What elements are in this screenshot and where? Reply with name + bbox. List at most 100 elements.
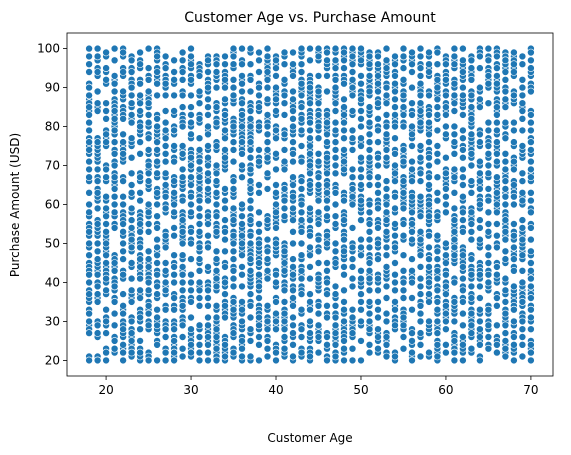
data-point <box>187 118 195 127</box>
data-point <box>408 165 416 174</box>
data-point <box>204 243 212 252</box>
data-point <box>127 216 136 224</box>
data-point <box>408 356 416 365</box>
data-point <box>204 153 212 162</box>
data-point <box>501 309 510 318</box>
data-point <box>306 134 314 142</box>
data-point <box>323 169 331 178</box>
data-point <box>204 56 212 65</box>
data-point <box>255 239 263 248</box>
data-point <box>527 196 535 205</box>
data-point <box>365 266 374 275</box>
data-point <box>433 126 442 135</box>
data-point <box>493 263 501 271</box>
data-point <box>102 192 110 201</box>
data-point <box>476 95 484 104</box>
data-point <box>518 266 527 275</box>
data-point <box>289 107 297 115</box>
data-point <box>272 356 280 365</box>
data-point <box>450 348 459 357</box>
data-point <box>238 344 246 353</box>
data-point <box>374 189 382 197</box>
data-point <box>382 44 391 53</box>
data-point <box>416 91 425 100</box>
data-point <box>195 115 204 123</box>
data-point <box>229 91 238 100</box>
data-point <box>391 298 399 306</box>
data-point <box>408 266 416 275</box>
data-point <box>161 356 170 365</box>
data-point <box>255 259 263 267</box>
data-point <box>102 130 110 139</box>
data-point <box>306 150 314 158</box>
data-point <box>246 153 255 162</box>
data-point <box>289 294 297 302</box>
data-point <box>178 239 187 248</box>
data-point <box>416 142 425 150</box>
data-point <box>127 243 136 252</box>
data-point <box>484 169 493 178</box>
data-point <box>399 91 408 100</box>
data-point <box>459 111 467 119</box>
data-point <box>289 239 297 248</box>
data-point <box>442 130 450 139</box>
data-point <box>136 48 144 57</box>
data-point <box>272 270 280 279</box>
data-point <box>297 126 306 135</box>
data-point <box>425 173 433 181</box>
data-point <box>119 290 127 298</box>
data-point <box>306 317 314 326</box>
data-point <box>170 56 178 65</box>
data-point <box>391 95 399 104</box>
data-point <box>110 282 119 291</box>
data-point <box>85 44 93 53</box>
data-point <box>391 204 399 213</box>
data-point <box>280 317 289 326</box>
data-point <box>119 228 127 236</box>
data-point <box>221 111 229 119</box>
data-point <box>357 317 365 326</box>
data-point <box>331 212 340 220</box>
data-point <box>391 192 399 201</box>
data-point <box>527 325 535 334</box>
data-point <box>391 220 399 228</box>
data-point <box>501 87 510 96</box>
data-point <box>93 177 102 185</box>
data-point <box>357 251 365 259</box>
data-point <box>127 337 136 345</box>
data-point <box>348 356 357 365</box>
data-point <box>221 235 229 244</box>
data-point <box>119 270 127 279</box>
data-point <box>408 329 416 337</box>
data-point <box>314 122 323 131</box>
data-point <box>493 72 501 80</box>
data-point <box>102 239 110 248</box>
data-point <box>263 111 272 119</box>
data-point <box>450 138 459 146</box>
data-point <box>263 169 272 178</box>
data-point <box>221 60 229 68</box>
data-point <box>408 48 416 57</box>
data-point <box>467 220 476 228</box>
data-point <box>459 251 467 259</box>
data-point <box>136 228 144 236</box>
data-point <box>238 352 246 361</box>
data-point <box>399 220 408 228</box>
data-point <box>408 208 416 217</box>
data-point <box>408 60 416 68</box>
data-point <box>467 115 476 123</box>
data-point <box>187 270 195 279</box>
data-point <box>229 76 238 84</box>
data-point <box>450 52 459 61</box>
data-point <box>187 286 195 295</box>
data-point <box>484 150 493 158</box>
data-point <box>110 259 119 267</box>
data-point <box>527 146 535 154</box>
data-point <box>212 103 221 111</box>
data-point <box>289 255 297 263</box>
data-point <box>331 220 340 228</box>
data-point <box>501 298 510 306</box>
data-point <box>501 157 510 166</box>
data-point <box>527 165 535 174</box>
data-point <box>153 313 161 322</box>
